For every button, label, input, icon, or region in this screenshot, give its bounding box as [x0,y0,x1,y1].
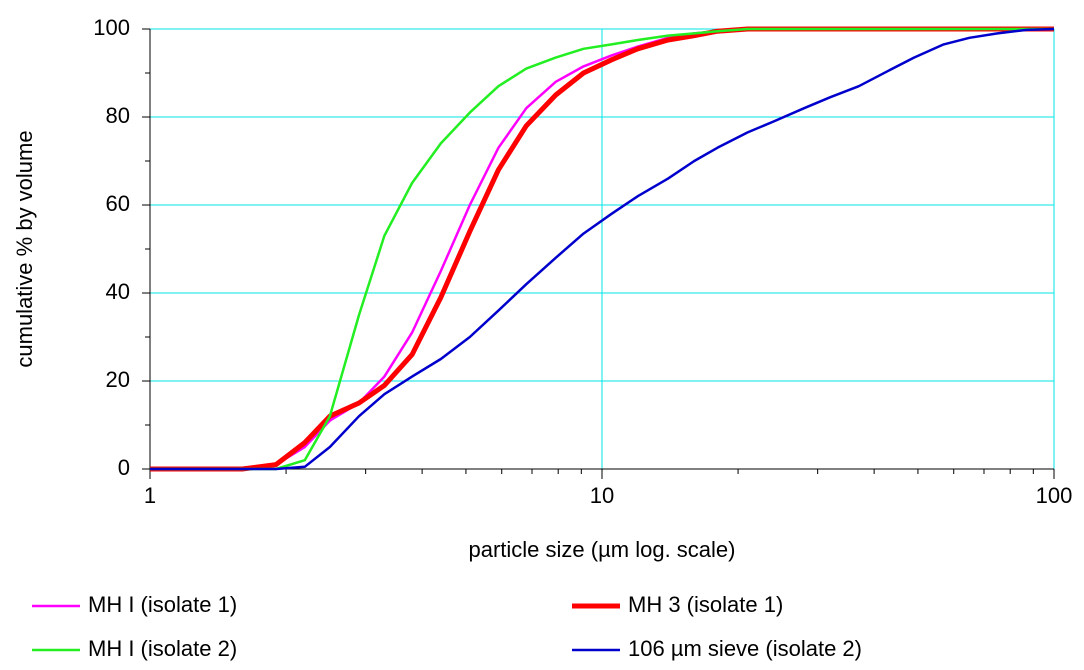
y-tick-label: 60 [106,191,130,216]
legend-label: MH I (isolate 1) [88,592,237,617]
x-tick-label: 1 [144,483,156,508]
x-axis-title: particle size (µm log. scale) [469,537,736,562]
legend-label: MH I (isolate 2) [88,636,237,661]
legend-label: MH 3 (isolate 1) [628,592,783,617]
y-tick-label: 0 [118,455,130,480]
x-tick-label: 10 [590,483,614,508]
y-tick-label: 80 [106,103,130,128]
legend-label: 106 µm sieve (isolate 2) [628,636,862,661]
y-tick-label: 40 [106,279,130,304]
y-axis-title: cumulative % by volume [12,130,37,367]
data-line [150,27,1055,471]
x-tick-label: 100 [1036,483,1073,508]
y-tick-label: 100 [93,15,130,40]
data-line [150,27,1054,471]
y-tick-label: 20 [106,367,130,392]
